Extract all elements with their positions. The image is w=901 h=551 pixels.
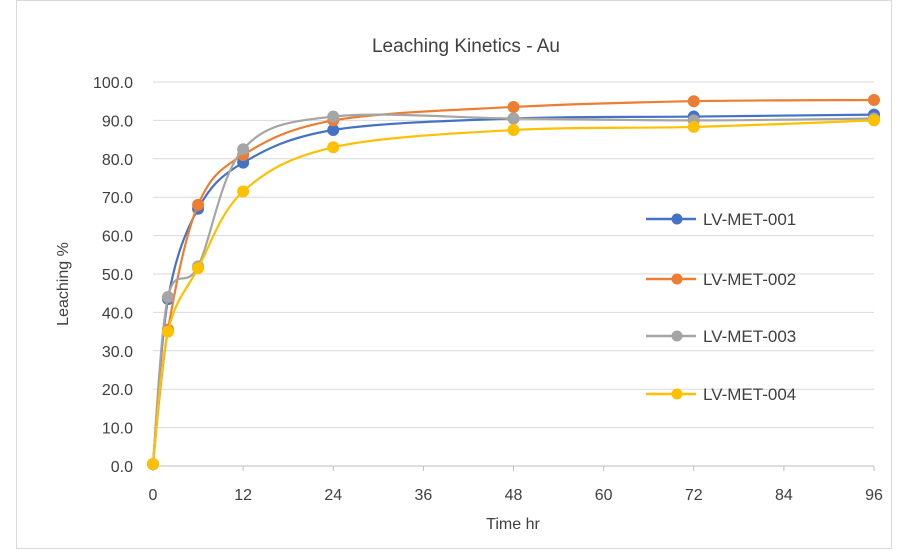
- data-point: [507, 100, 520, 113]
- y-tick-label: 30.0: [102, 344, 133, 361]
- legend-marker: [671, 273, 683, 285]
- y-axis-label: Leaching %: [55, 242, 72, 326]
- data-point: [237, 185, 250, 198]
- data-point: [237, 143, 250, 156]
- y-tick-labels: 0.0 10.0 20.0 30.0 40.0 50.0 60.0 70.0 80.0 90.0 1…: [93, 75, 133, 476]
- y-tick-label: 90.0: [102, 113, 133, 130]
- data-point: [687, 120, 700, 133]
- series-line: [151, 113, 875, 465]
- y-tick-label: 60.0: [102, 229, 133, 246]
- series-line: [151, 119, 875, 465]
- x-tick-label: 12: [234, 487, 252, 504]
- legend-label: LV-MET-004: [703, 385, 796, 404]
- data-point: [507, 112, 520, 125]
- y-tick-label: 40.0: [102, 305, 133, 322]
- data-point: [162, 291, 175, 304]
- x-tick-labels: 0 12 24 36 48 60 72 84 96: [149, 487, 883, 504]
- x-tick-label: 72: [685, 487, 703, 504]
- x-tick-label: 48: [505, 487, 523, 504]
- data-point: [868, 94, 880, 107]
- x-tick-label: 96: [865, 487, 883, 504]
- data-point: [327, 141, 340, 154]
- y-tick-label: 50.0: [102, 267, 133, 284]
- y-tick-label: 100.0: [93, 75, 133, 92]
- legend-entry: LV-MET-004: [646, 385, 796, 404]
- y-tick-label: 80.0: [102, 152, 133, 169]
- data-point: [147, 458, 159, 471]
- legend: LV-MET-001 LV-MET-002 LV-MET-003 LV-MET-004: [646, 210, 796, 404]
- data-point: [327, 110, 340, 123]
- series-line: [151, 113, 875, 465]
- legend-marker: [671, 330, 683, 342]
- x-tick-label: 60: [595, 487, 613, 504]
- series-lv-met-001: [147, 108, 880, 471]
- x-tick-label: 84: [775, 487, 793, 504]
- legend-marker: [671, 388, 683, 400]
- x-axis-label: Time hr: [486, 516, 540, 533]
- legend-marker: [671, 213, 683, 225]
- y-tick-label: 10.0: [102, 421, 133, 438]
- y-tick-label: 70.0: [102, 190, 133, 207]
- x-tick-label: 0: [149, 487, 158, 504]
- data-point: [868, 114, 880, 127]
- series-lv-met-003: [147, 110, 880, 471]
- y-tick-label: 0.0: [111, 459, 133, 476]
- x-tick-label: 24: [324, 487, 342, 504]
- data-point: [162, 325, 175, 338]
- legend-label: LV-MET-001: [703, 210, 796, 229]
- data-point: [507, 124, 520, 136]
- data-point: [192, 262, 205, 275]
- legend-entry: LV-MET-001: [646, 210, 796, 229]
- legend-label: LV-MET-002: [703, 270, 796, 289]
- legend-label: LV-MET-003: [703, 327, 796, 346]
- axes: [152, 465, 875, 471]
- y-tick-label: 20.0: [102, 382, 133, 399]
- series-lv-met-004: [147, 114, 880, 471]
- series: [147, 94, 880, 471]
- x-tick-label: 36: [414, 487, 432, 504]
- data-point: [192, 198, 205, 211]
- legend-entry: LV-MET-003: [646, 327, 796, 346]
- data-point: [687, 95, 700, 108]
- legend-entry: LV-MET-002: [646, 270, 796, 289]
- chart-title: Leaching Kinetics - Au: [372, 36, 560, 57]
